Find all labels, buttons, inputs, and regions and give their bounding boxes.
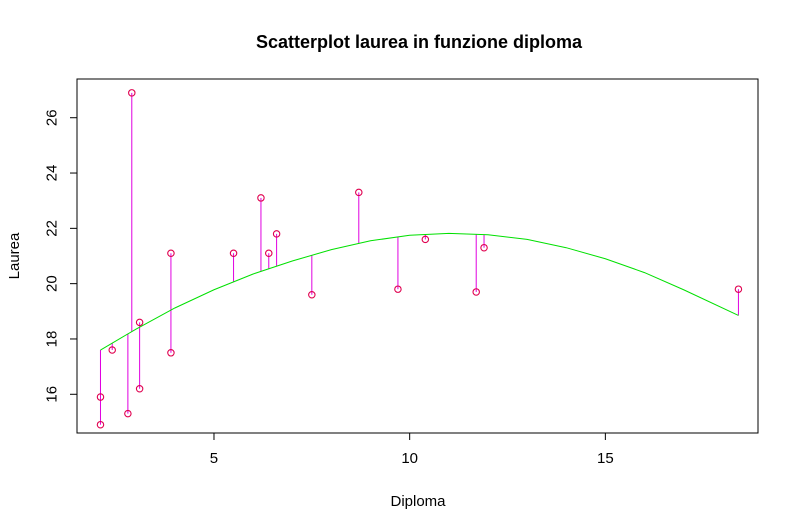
y-tick-label: 16 (43, 386, 60, 403)
fit-curve (100, 232, 739, 351)
data-point (124, 409, 132, 418)
data-point (394, 285, 402, 293)
data-point (355, 188, 363, 197)
plot-frame (76, 78, 759, 434)
data-point (421, 235, 430, 244)
y-axis-label: Laurea (6, 232, 23, 279)
data-point (480, 243, 488, 252)
y-tick-label: 22 (43, 220, 60, 237)
y-tick-label: 24 (43, 165, 60, 182)
data-point (108, 346, 116, 354)
data-point (96, 393, 105, 401)
residual-lines (99, 92, 739, 425)
data-point (472, 288, 480, 296)
x-axis: 5 10 15 (210, 432, 614, 467)
x-tick-label: 15 (597, 450, 614, 467)
y-tick-label: 20 (43, 275, 60, 292)
data-point (167, 349, 175, 357)
data-point (167, 249, 175, 257)
x-axis-label: Diploma (390, 493, 446, 510)
x-tick-label: 10 (401, 450, 418, 467)
data-point (257, 194, 265, 202)
data-point (128, 89, 136, 97)
data-point (308, 290, 316, 299)
data-point (265, 249, 273, 257)
y-tick-label: 18 (43, 331, 60, 348)
data-point (272, 230, 281, 238)
data-point (96, 420, 105, 429)
data-point (734, 285, 743, 293)
data-point (229, 249, 238, 257)
y-tick-label: 26 (43, 109, 60, 126)
data-point (135, 318, 144, 327)
chart-title: Scatterplot laurea in funzione diploma (256, 32, 583, 52)
y-axis: 16 18 20 22 24 26 (43, 109, 78, 403)
data-points (96, 89, 743, 429)
data-point (135, 384, 144, 393)
x-tick-label: 5 (210, 450, 218, 467)
